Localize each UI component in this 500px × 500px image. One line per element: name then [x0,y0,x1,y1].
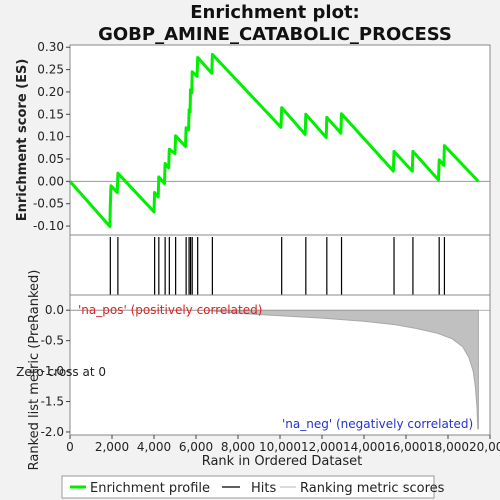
legend-box [61,475,435,499]
metric-y-tick-label: -0.5 [41,334,64,348]
x-axis-ticks: 0 2,000 4,000 6,000 8,000 10,000 12,000 14,000 1… [66,435,500,454]
x-tick-label: 16,000 [385,440,427,454]
chart-title-line-1: Enrichment plot: [190,2,360,23]
es-y-tick-label: 0.05 [37,152,64,166]
zero-cross-label: Zero cross at 0 [16,365,106,379]
metric-panel-ticks: 0.0 -0.5 -1.0 -1.5 -2.0 [41,303,490,439]
hits-panel [69,234,491,296]
metric-y-tick-label: -2.0 [41,425,64,439]
es-y-tick-label: 0.00 [37,174,64,188]
es-y-tick-label: 0.10 [37,130,64,144]
legend-metric-label: Ranking metric scores [300,481,445,496]
x-tick-label: 12,000 [301,440,343,454]
legend-hits-label: Hits [251,481,276,496]
x-tick-label: 20,000 [469,440,500,454]
es-y-tick-label: 0.25 [37,63,64,77]
es-y-axis-label: Enrichment score (ES) [15,59,30,222]
es-panel [69,44,491,236]
x-tick-label: 18,000 [427,440,469,454]
x-axis-label: Rank in Ordered Dataset [202,454,363,469]
hit-markers [109,237,446,295]
x-tick-label: 10,000 [259,440,301,454]
x-tick-label: 14,000 [343,440,385,454]
x-tick-label: 8,000 [221,440,255,454]
chart-title-line-2: GOBP_AMINE_CATABOLIC_PROCESS [98,24,452,45]
metric-y-tick-label: -1.5 [41,395,64,409]
negative-correlation-label: 'na_neg' (negatively correlated) [282,417,473,431]
x-tick-label: 6,000 [179,440,213,454]
es-y-tick-label: -0.05 [33,197,64,211]
metric-y-tick-label: -1.0 [41,364,64,378]
enrichment-profile-line [68,52,480,228]
metric-y-tick-label: 0.0 [45,303,64,317]
legend-enrichment-label: Enrichment profile [90,481,210,496]
es-panel-ticks: 0.30 0.25 0.20 0.15 0.10 0.05 0.00 -0.05 -0.10 [33,40,70,233]
es-y-tick-label: -0.10 [33,219,64,233]
ranking-metric-area [70,309,479,430]
es-y-tick-label: 0.20 [37,85,64,99]
es-y-tick-label: 0.30 [37,40,64,54]
x-tick-label: 4,000 [137,440,171,454]
metric-y-axis-label: Ranked list metric (PreRanked) [27,270,42,471]
positive-correlation-label: 'na_pos' (positively correlated) [78,303,262,317]
x-tick-label: 0 [66,440,74,454]
x-tick-label: 2,000 [95,440,129,454]
es-y-tick-label: 0.15 [37,107,64,121]
